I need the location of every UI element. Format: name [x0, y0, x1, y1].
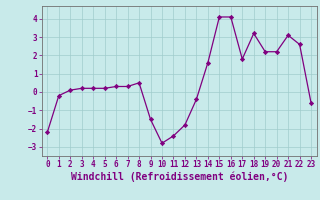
X-axis label: Windchill (Refroidissement éolien,°C): Windchill (Refroidissement éolien,°C) [70, 172, 288, 182]
